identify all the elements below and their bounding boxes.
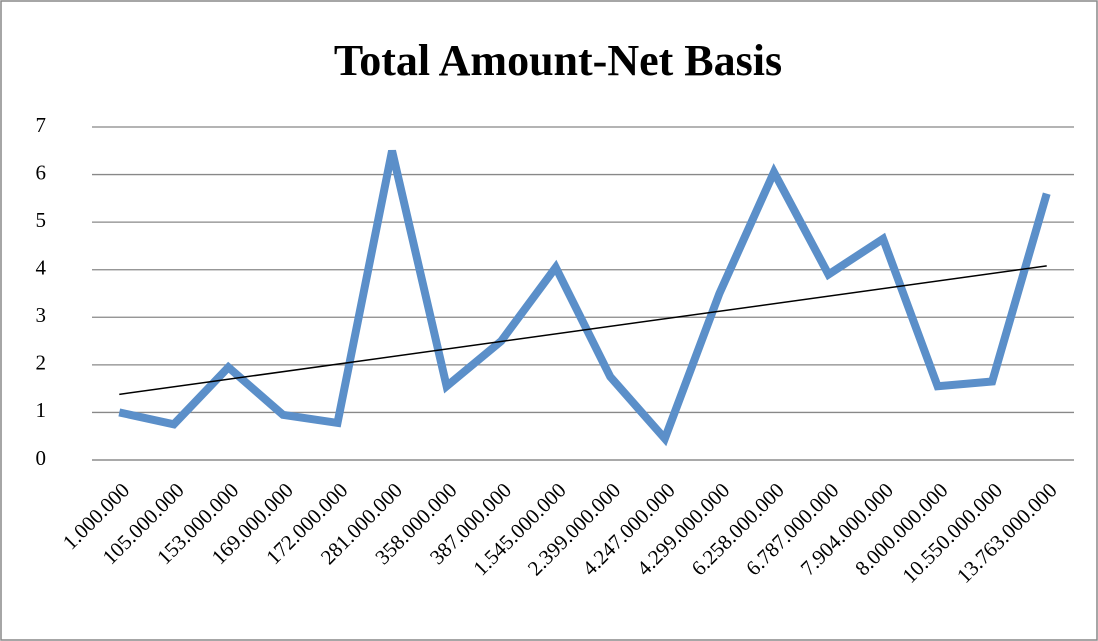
y-tick-label: 6 [36,160,47,184]
trend-line [119,265,1047,396]
y-tick-label: 4 [36,256,47,280]
y-tick-label: 7 [36,113,47,137]
y-tick-label: 0 [36,446,47,470]
chart-title: Total Amount-Net Basis [334,36,782,85]
y-tick-label: 2 [36,351,47,375]
y-tick-label: 1 [36,398,47,422]
data-line [118,149,1051,447]
y-tick-label: 3 [36,303,47,327]
y-tick-label: 5 [36,208,47,232]
